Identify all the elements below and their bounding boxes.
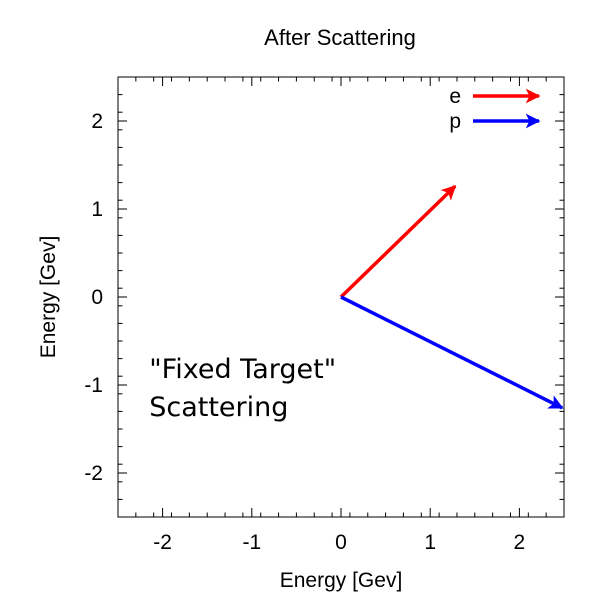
vector-p (340, 295, 564, 410)
y-tick-label: 0 (91, 286, 103, 309)
annotation-line-scattering: Scattering (149, 392, 288, 423)
y-tick-label: -1 (84, 374, 103, 397)
x-tick-label: 1 (424, 531, 436, 554)
chart-title: After Scattering (264, 25, 416, 50)
x-tick-label: -1 (242, 531, 261, 554)
y-axis-label: Energy [Gev] (37, 236, 60, 359)
vector-series (339, 184, 564, 410)
fixed-target-annotation: "Fixed Target" Scattering (149, 354, 345, 423)
x-tick-label: 0 (335, 531, 347, 554)
y-tick-label: 2 (91, 110, 103, 133)
x-axis-tick-labels: -2 -1 0 1 2 (153, 531, 525, 554)
legend: e p (449, 85, 541, 133)
y-tick-label: -2 (84, 462, 103, 485)
y-axis-tick-labels: -2 -1 0 1 2 (84, 110, 103, 485)
x-axis-label: Energy [Gev] (280, 569, 403, 592)
legend-label-p: p (449, 110, 461, 133)
x-tick-label: -2 (153, 531, 172, 554)
axis-ticks (117, 76, 565, 518)
annotation-line-fixed-target: "Fixed Target" (149, 354, 336, 385)
x-tick-label: 2 (514, 531, 526, 554)
vector-e (339, 184, 457, 299)
y-tick-label: 1 (91, 198, 103, 221)
legend-label-e: e (449, 85, 461, 108)
